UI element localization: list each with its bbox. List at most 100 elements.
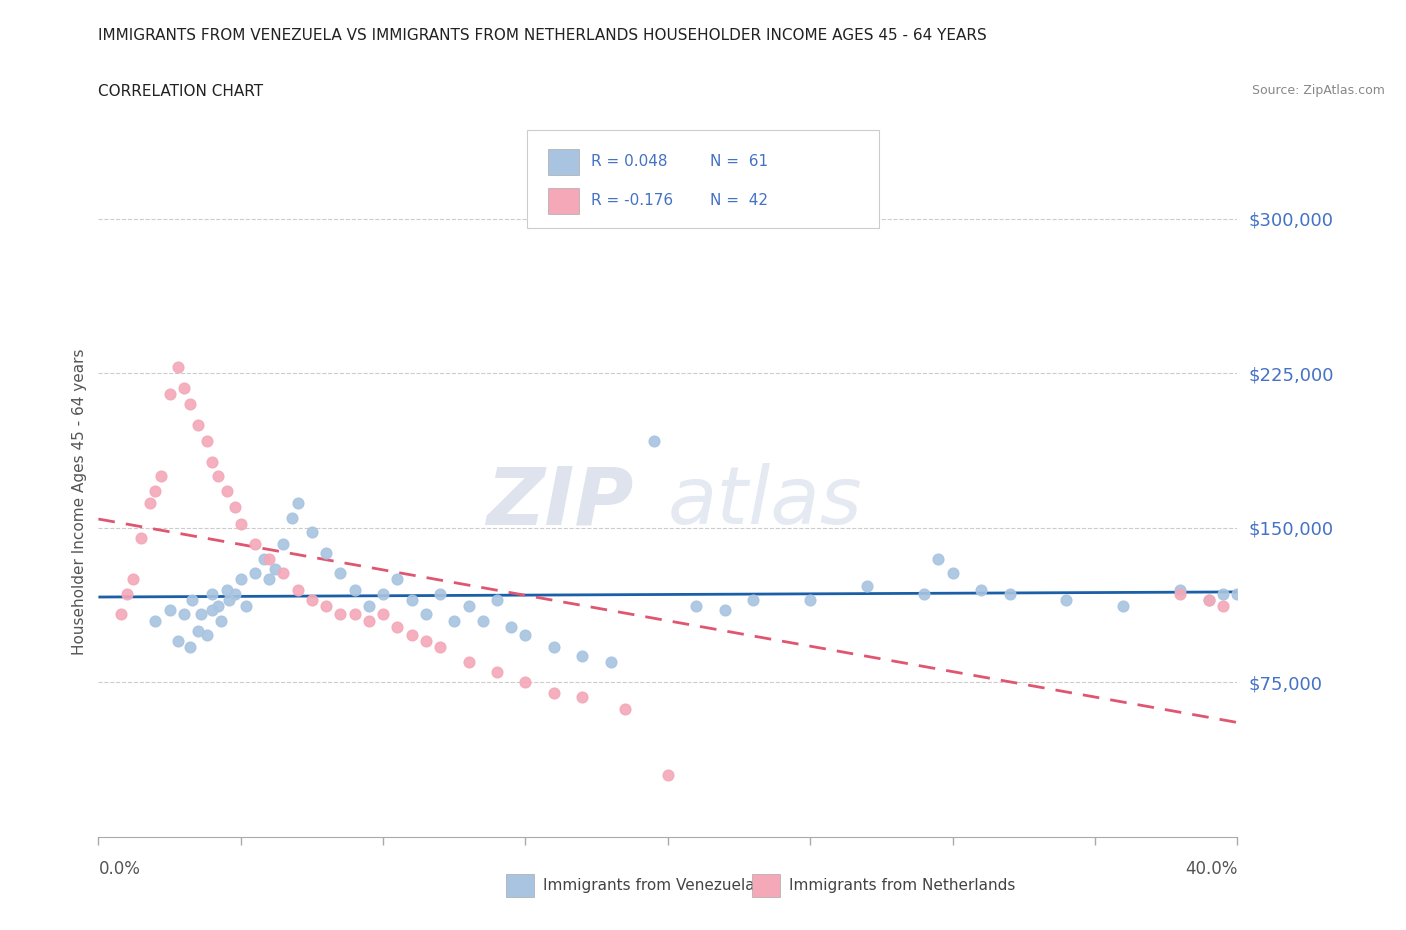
Point bbox=[714, 603, 737, 618]
Point bbox=[515, 675, 537, 690]
Text: CORRELATION CHART: CORRELATION CHART bbox=[98, 84, 263, 99]
Point bbox=[1198, 592, 1220, 607]
Point bbox=[1056, 592, 1078, 607]
Point bbox=[201, 455, 224, 470]
Point bbox=[912, 587, 935, 602]
Point bbox=[1170, 587, 1192, 602]
Point bbox=[1170, 582, 1192, 597]
Text: Immigrants from Venezuela: Immigrants from Venezuela bbox=[543, 878, 755, 894]
Point bbox=[150, 469, 173, 484]
Point bbox=[179, 640, 201, 655]
Point bbox=[614, 702, 637, 717]
Text: Source: ZipAtlas.com: Source: ZipAtlas.com bbox=[1251, 84, 1385, 97]
Point bbox=[357, 613, 380, 628]
Point bbox=[373, 607, 395, 622]
Point bbox=[252, 551, 274, 566]
Point bbox=[301, 592, 323, 607]
Point bbox=[179, 397, 201, 412]
Point bbox=[235, 599, 257, 614]
Point bbox=[543, 640, 565, 655]
Point bbox=[515, 628, 537, 643]
Point bbox=[600, 655, 623, 670]
Point bbox=[315, 545, 337, 560]
Point bbox=[1112, 599, 1135, 614]
Point bbox=[429, 640, 451, 655]
Point bbox=[264, 562, 287, 577]
Point bbox=[190, 607, 212, 622]
Text: R = -0.176: R = -0.176 bbox=[591, 193, 672, 208]
Point bbox=[218, 592, 240, 607]
Point bbox=[173, 607, 195, 622]
Text: 40.0%: 40.0% bbox=[1185, 860, 1237, 878]
Point bbox=[543, 685, 565, 700]
Point bbox=[281, 511, 304, 525]
Point bbox=[1212, 587, 1234, 602]
Point bbox=[159, 387, 181, 402]
Point bbox=[387, 619, 409, 634]
Point bbox=[657, 768, 679, 783]
Point bbox=[343, 582, 366, 597]
Text: Immigrants from Netherlands: Immigrants from Netherlands bbox=[789, 878, 1015, 894]
Point bbox=[927, 551, 949, 566]
Point bbox=[215, 582, 238, 597]
Point bbox=[259, 572, 281, 587]
Point bbox=[329, 565, 352, 580]
Point bbox=[343, 607, 366, 622]
Point bbox=[187, 623, 209, 638]
Point bbox=[209, 613, 232, 628]
Point bbox=[181, 592, 204, 607]
Point bbox=[167, 360, 190, 375]
Point bbox=[138, 496, 160, 511]
Point bbox=[224, 500, 246, 515]
Point bbox=[201, 587, 224, 602]
Point bbox=[471, 613, 494, 628]
Text: IMMIGRANTS FROM VENEZUELA VS IMMIGRANTS FROM NETHERLANDS HOUSEHOLDER INCOME AGES: IMMIGRANTS FROM VENEZUELA VS IMMIGRANTS … bbox=[98, 28, 987, 43]
Point bbox=[856, 578, 879, 593]
Point bbox=[224, 587, 246, 602]
Point bbox=[799, 592, 821, 607]
Point bbox=[187, 418, 209, 432]
Point bbox=[998, 587, 1021, 602]
Point bbox=[110, 607, 132, 622]
Point bbox=[229, 516, 252, 531]
Text: N =  61: N = 61 bbox=[710, 154, 768, 169]
Point bbox=[207, 599, 229, 614]
Point bbox=[457, 655, 479, 670]
Point bbox=[571, 648, 593, 663]
Text: N =  42: N = 42 bbox=[710, 193, 768, 208]
Point bbox=[970, 582, 993, 597]
Point bbox=[486, 665, 509, 680]
Point bbox=[401, 592, 423, 607]
Point bbox=[443, 613, 465, 628]
Point bbox=[243, 565, 266, 580]
Point bbox=[301, 525, 323, 539]
Point bbox=[115, 587, 138, 602]
Point bbox=[429, 587, 451, 602]
Point bbox=[215, 484, 238, 498]
Point bbox=[287, 582, 309, 597]
Point bbox=[942, 565, 965, 580]
Point bbox=[173, 380, 195, 395]
Point bbox=[742, 592, 765, 607]
Point bbox=[1198, 592, 1220, 607]
Point bbox=[315, 599, 337, 614]
Point bbox=[207, 469, 229, 484]
Point bbox=[145, 484, 167, 498]
Point bbox=[273, 565, 295, 580]
Point bbox=[685, 599, 707, 614]
Point bbox=[273, 537, 295, 551]
Point bbox=[287, 496, 309, 511]
Text: R = 0.048: R = 0.048 bbox=[591, 154, 666, 169]
Text: ZIP: ZIP bbox=[486, 463, 634, 541]
Point bbox=[195, 628, 218, 643]
Point bbox=[121, 572, 143, 587]
Point bbox=[373, 587, 395, 602]
Point bbox=[457, 599, 479, 614]
Text: atlas: atlas bbox=[668, 463, 863, 541]
Point bbox=[145, 613, 167, 628]
Point bbox=[1212, 599, 1234, 614]
Point bbox=[401, 628, 423, 643]
Point bbox=[243, 537, 266, 551]
Point bbox=[387, 572, 409, 587]
Point bbox=[1226, 587, 1249, 602]
